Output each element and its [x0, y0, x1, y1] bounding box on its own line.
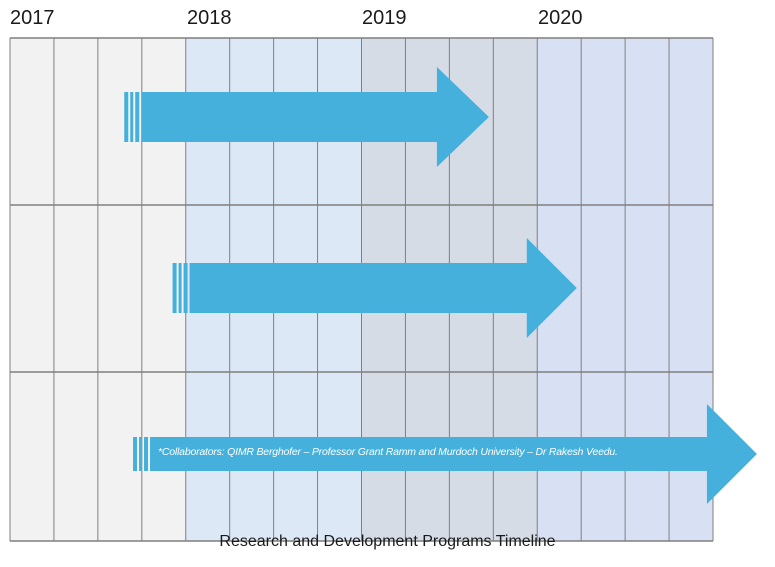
diagram-caption: Research and Development Programs Timeli… [219, 533, 556, 550]
year-label-2017: 2017 [10, 7, 55, 29]
program-arrow-3 [133, 404, 757, 504]
year-label-2018: 2018 [187, 7, 232, 29]
year-label-2019: 2019 [362, 7, 407, 29]
year-label-2020: 2020 [538, 7, 583, 29]
program-arrow-2 [172, 238, 577, 338]
collaborators-note: *Collaborators: QIMR Berghofer – Profess… [158, 446, 618, 458]
program-arrow-1 [124, 67, 489, 167]
